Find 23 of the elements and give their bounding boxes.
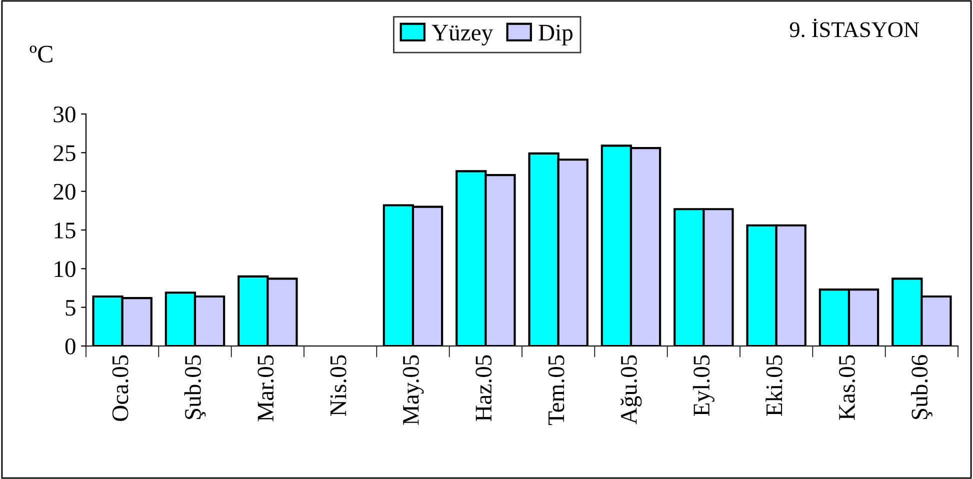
- y-tick-label: 0: [65, 338, 76, 354]
- x-tick-label: Oca.05: [112, 355, 128, 421]
- y-tick-label: 5: [66, 300, 76, 316]
- x-tick-label: Haz.05: [476, 355, 492, 422]
- x-tick-label: Kas.05: [838, 355, 856, 420]
- chart-title: 9. İSTASYON: [790, 18, 919, 38]
- y-tick-label: 15: [54, 222, 76, 238]
- legend-label: Dip: [538, 24, 572, 46]
- legend-label: Yüzey: [432, 24, 494, 46]
- y-tick-label: 30: [54, 106, 76, 122]
- x-tick-label: Ağu.05: [620, 355, 642, 424]
- y-tick-label: 25: [54, 145, 76, 162]
- y-tick-label: 20: [54, 184, 76, 200]
- x-tick-label: Şub.05: [184, 355, 206, 420]
- y-tick-label: 10: [54, 261, 76, 278]
- x-tick-label: Mar.05: [258, 355, 274, 422]
- x-tick-label: Nis.05: [330, 355, 346, 416]
- y-axis-title: ºC: [30, 46, 52, 63]
- x-tick-label: May.05: [402, 355, 424, 425]
- x-tick-label: Şub.06: [910, 355, 932, 420]
- x-tick-label: Eyl.05: [692, 355, 714, 416]
- x-tick-label: Eki.05: [766, 355, 782, 416]
- x-tick-label: Tem.05: [548, 355, 564, 426]
